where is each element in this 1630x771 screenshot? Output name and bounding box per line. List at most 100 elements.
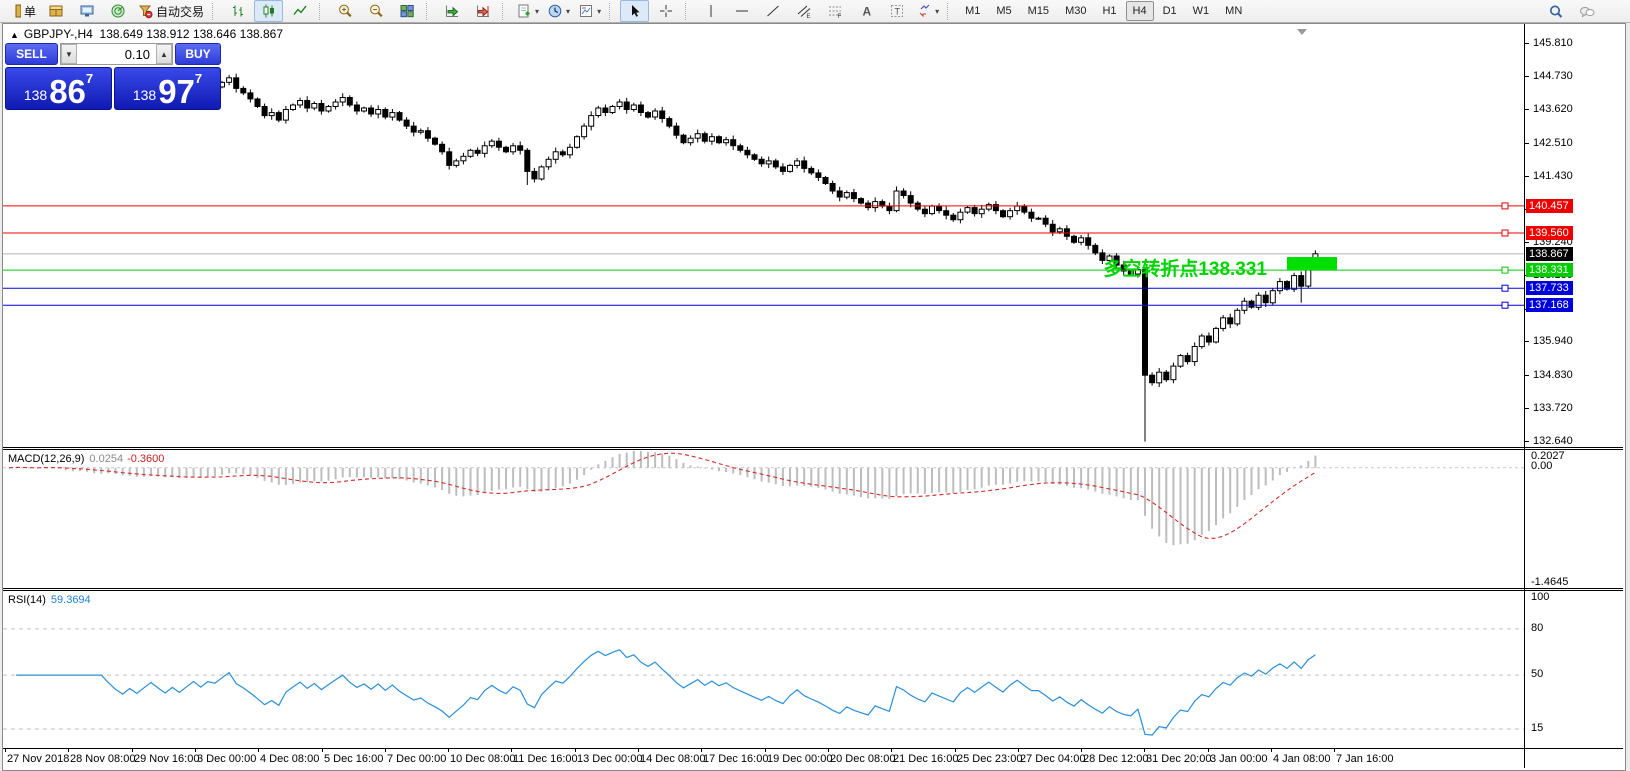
data-window-button[interactable] [72, 0, 101, 22]
price-label-137.733[interactable]: 137.733 [1526, 281, 1573, 295]
timeframe-h1-button[interactable]: H1 [1102, 5, 1117, 17]
rsi-panel[interactable]: RSI(14) 59.3694 [3, 590, 1623, 749]
rsi-chart[interactable] [3, 592, 1524, 749]
auto-scroll-button[interactable] [437, 0, 466, 22]
candle-body [1056, 228, 1063, 233]
zoom-out-button[interactable] [361, 0, 390, 22]
chart-shift-button[interactable] [468, 0, 497, 22]
volume-decrease-button[interactable]: ▼ [61, 44, 77, 64]
new-order-button[interactable]: 单 [2, 0, 39, 22]
equidistant-channel-button[interactable]: E [789, 0, 818, 22]
candle-body [637, 104, 644, 113]
buy-button[interactable]: BUY [175, 43, 221, 65]
macd-chart[interactable] [3, 451, 1524, 589]
timeframe-mn-button[interactable]: MN [1225, 5, 1243, 17]
sell-button[interactable]: SELL [5, 43, 58, 65]
timeframe-d1-button[interactable]: D1 [1162, 5, 1177, 17]
candle-body [1241, 300, 1248, 311]
candlestick-chart[interactable] [3, 24, 1524, 448]
text-button[interactable]: A [851, 0, 880, 22]
bar-chart-button[interactable] [223, 0, 252, 22]
price-tick: 135.940 [1525, 335, 1573, 347]
timeframe-w1-button[interactable]: W1 [1192, 5, 1210, 17]
candle-body [758, 158, 765, 165]
candle-body [410, 125, 417, 133]
timeframe-m5-button[interactable]: M5 [996, 5, 1012, 17]
timeframe-m15-button[interactable]: M15 [1027, 5, 1050, 17]
chart-ohlc-values: 138.649 138.912 138.646 138.867 [99, 27, 284, 41]
chevron-down-icon[interactable]: ▾ [935, 6, 940, 16]
candle-body [1071, 235, 1077, 243]
time-axis[interactable]: 27 Nov 2018 28 Nov 08:00 29 Nov 16:00 3 Dec… [3, 749, 1623, 768]
price-axis[interactable]: 145.810144.730143.620142.510141.430140.3… [1524, 24, 1623, 768]
new-chart-button[interactable]: ▾ [513, 0, 542, 22]
macd-panel[interactable]: MACD(12,26,9) 0.0254 -0.3600 [3, 449, 1623, 589]
timeframe-m1-button[interactable]: M1 [965, 5, 981, 17]
hline-handle[interactable] [1501, 301, 1509, 309]
time-tick [1144, 749, 1145, 752]
candle-chart-button[interactable] [254, 0, 284, 22]
candle-body [1000, 210, 1006, 218]
collapse-icon[interactable]: ▲ [10, 30, 19, 40]
candle-body [1198, 335, 1205, 348]
timeframe-h4-button[interactable]: H4 [1125, 1, 1154, 21]
pivot-annotation-text[interactable]: 多空转折点138.331 [1103, 259, 1267, 280]
candle-body [772, 160, 779, 168]
time-tick [828, 749, 829, 752]
fibonacci-button[interactable]: F [820, 0, 849, 22]
price-label-138.331[interactable]: 138.331 [1526, 263, 1573, 277]
bid-quote[interactable]: 138 86 7 [5, 67, 112, 110]
chevron-down-icon[interactable]: ▾ [535, 6, 540, 16]
chart-shift-marker-icon[interactable] [1297, 29, 1307, 35]
candle-body [744, 149, 751, 156]
candle-body [581, 125, 588, 138]
price-chart-panel[interactable]: ▲ GBPJPY-,H4 138.649 138.912 138.646 138.… [3, 24, 1623, 448]
price-label-139.560[interactable]: 139.560 [1526, 226, 1573, 240]
horizontal-line-button[interactable] [727, 0, 756, 22]
candle-body [893, 190, 900, 212]
candle-body [1184, 355, 1191, 363]
macd-signal-line [8, 452, 1316, 540]
market-watch-button[interactable] [41, 0, 70, 22]
hline-handle[interactable] [1501, 284, 1509, 292]
candle-body [936, 205, 943, 212]
trendline-button[interactable] [758, 0, 787, 22]
hline-handle[interactable] [1501, 202, 1509, 210]
candle-body [794, 160, 801, 166]
hline-handle[interactable] [1501, 229, 1509, 237]
candle-body [510, 145, 517, 153]
timeframe-m30-button[interactable]: M30 [1065, 5, 1087, 17]
chevron-down-icon[interactable]: ▾ [597, 6, 602, 16]
crosshair-button[interactable] [651, 0, 680, 22]
tile-windows-button[interactable] [392, 0, 421, 22]
template-button[interactable]: ▾ [575, 0, 604, 22]
price-label-137.168[interactable]: 137.168 [1526, 298, 1573, 312]
chevron-down-icon[interactable]: ▾ [566, 6, 571, 16]
ask-quote[interactable]: 138 97 7 [114, 67, 221, 110]
candle-body [261, 106, 268, 117]
time-tick [5, 749, 6, 752]
time-tick [955, 749, 956, 752]
highlight-rectangle[interactable] [1287, 257, 1337, 270]
time-tick [765, 749, 766, 752]
volume-field[interactable]: 0.10 [124, 46, 150, 62]
line-chart-button[interactable] [285, 0, 314, 22]
candle-body [1255, 294, 1262, 308]
search-button[interactable] [1541, 1, 1570, 23]
arrows-button[interactable]: ▾ [913, 0, 942, 22]
price-label-140.457[interactable]: 140.457 [1526, 199, 1573, 213]
candle-body [1191, 346, 1198, 363]
navigator-button[interactable] [103, 0, 132, 22]
cursor-button[interactable] [620, 0, 650, 22]
candle-body [730, 139, 737, 147]
text-label-button[interactable]: T [882, 0, 911, 22]
volume-increase-button[interactable]: ▲ [156, 44, 172, 64]
period-button[interactable]: ▾ [544, 0, 573, 22]
zoom-in-button[interactable] [330, 0, 359, 22]
chat-button[interactable] [1572, 1, 1601, 23]
price-label-138.867[interactable]: 138.867 [1526, 247, 1573, 261]
hline-handle[interactable] [1501, 266, 1509, 274]
vertical-line-button[interactable] [696, 0, 725, 22]
autotrading-button[interactable]: 自动交易 [134, 0, 207, 22]
rsi-axis-50: 50 [1531, 668, 1544, 681]
